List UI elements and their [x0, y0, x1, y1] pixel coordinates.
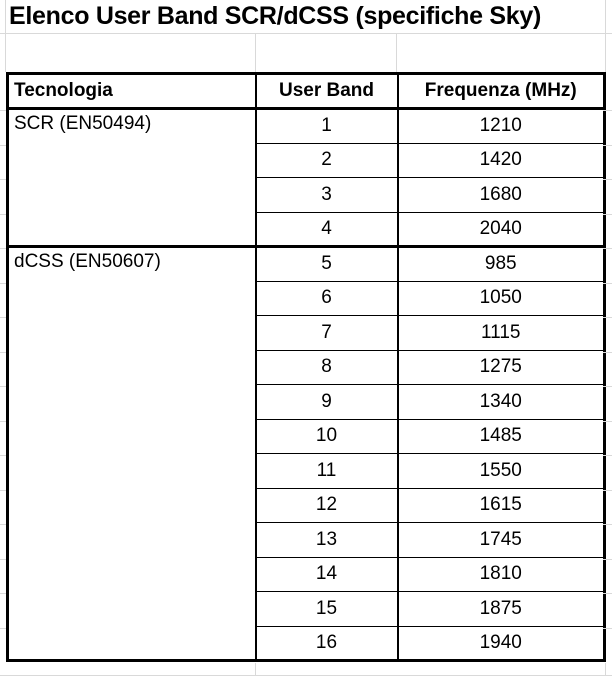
gridline [0, 627, 6, 629]
user-band-cell[interactable]: 10 [254, 418, 399, 454]
frequenza-cell[interactable]: 1745 [397, 522, 605, 558]
user-band-cell[interactable]: 12 [254, 487, 399, 523]
table-row: 9 1340 [8, 384, 605, 420]
table-row: 7 1115 [8, 315, 605, 351]
table-row: 15 1875 [8, 591, 605, 627]
gridline [603, 627, 612, 629]
user-band-cell[interactable]: 4 [254, 211, 399, 247]
frequenza-cell[interactable]: 1115 [397, 315, 605, 351]
page-title: Elenco User Band SCR/dCSS (specifiche Sk… [9, 2, 542, 30]
gridline [603, 144, 612, 146]
gridline [5, 0, 6, 72]
gridline [0, 420, 6, 422]
gridline [0, 558, 6, 560]
gridline [0, 213, 6, 215]
table-row: SCR (EN50494) 1 1210 [7, 108, 605, 247]
gridline [603, 593, 612, 594]
gridline [603, 524, 612, 525]
frequenza-cell[interactable]: 1210 [397, 108, 605, 144]
frequenza-cell[interactable]: 1275 [397, 349, 605, 385]
frequenza-cell[interactable]: 1875 [397, 591, 605, 627]
tecnologia-cell[interactable]: SCR (EN50494) [7, 108, 256, 247]
gridline [0, 317, 6, 318]
gridline [396, 33, 397, 72]
gridline [255, 33, 256, 72]
gridline [603, 351, 612, 353]
gridline [605, 663, 606, 676]
table-row: 8 1275 [8, 349, 605, 385]
gridline [0, 179, 6, 180]
gridline [0, 282, 6, 284]
frequenza-cell[interactable]: 1615 [397, 487, 605, 523]
frequenza-cell[interactable]: 2040 [397, 211, 605, 247]
frequenza-cell[interactable]: 1550 [397, 453, 605, 489]
table-row: 6 1050 [8, 280, 605, 316]
table-row: 16 1940 [8, 625, 605, 661]
table-row: 13 1745 [8, 522, 605, 558]
gridline [0, 351, 6, 353]
gridline [603, 110, 612, 111]
table-row: dCSS (EN50607) 5 985 [7, 245, 605, 661]
frequenza-cell[interactable]: 1485 [397, 418, 605, 454]
gridline [605, 0, 606, 72]
frequenza-cell[interactable]: 1420 [397, 142, 605, 178]
gridline [603, 489, 612, 491]
table-row: 4 2040 [8, 211, 605, 247]
gridline [603, 179, 612, 180]
gridline [0, 524, 6, 525]
gridline [603, 248, 612, 249]
gridline [603, 455, 612, 456]
frequenza-cell[interactable]: 1810 [397, 556, 605, 592]
table-row: 2 1420 [8, 142, 605, 178]
gridline [603, 558, 612, 560]
gridline [0, 593, 6, 594]
frequenza-cell[interactable]: 1340 [397, 384, 605, 420]
gridline [603, 386, 612, 387]
frequenza-cell[interactable]: 1050 [397, 280, 605, 316]
user-band-cell[interactable]: 15 [254, 591, 399, 627]
user-band-cell[interactable]: 3 [254, 177, 399, 213]
user-band-cell[interactable]: 2 [254, 142, 399, 178]
gridline [0, 33, 612, 34]
user-band-cell[interactable]: 8 [254, 349, 399, 385]
gridline [0, 386, 6, 387]
user-band-cell[interactable]: 16 [254, 625, 399, 661]
user-band-cell[interactable]: 9 [254, 384, 399, 420]
gridline [603, 317, 612, 318]
header-frequenza[interactable]: Frequenza (MHz) [397, 73, 605, 110]
gridline [0, 489, 6, 491]
header-user-band[interactable]: User Band [254, 73, 399, 110]
frequenza-cell[interactable]: 1680 [397, 177, 605, 213]
tecnologia-cell[interactable]: dCSS (EN50607) [7, 245, 256, 661]
user-band-cell[interactable]: 5 [254, 245, 399, 282]
table-row: 11 1550 [8, 453, 605, 489]
user-band-cell[interactable]: 6 [254, 280, 399, 316]
table-row: 12 1615 [8, 487, 605, 523]
gridline [0, 455, 6, 456]
table-row: 14 1810 [8, 556, 605, 592]
table-body: SCR (EN50494) 1 1210 2 1420 3 1680 4 2040 dCSS (E… [7, 108, 605, 661]
table-row: 10 1485 [8, 418, 605, 454]
gridline [0, 110, 6, 111]
header-tecnologia[interactable]: Tecnologia [7, 73, 256, 110]
user-band-cell[interactable]: 11 [254, 453, 399, 489]
gridline [0, 144, 6, 146]
user-band-cell[interactable]: 7 [254, 315, 399, 351]
gridline [0, 248, 6, 249]
gridline [255, 663, 256, 676]
user-band-cell[interactable]: 14 [254, 556, 399, 592]
user-band-table: Tecnologia User Band Frequenza (MHz) SCR… [6, 72, 606, 662]
gridline [603, 420, 612, 422]
header-row: Tecnologia User Band Frequenza (MHz) [7, 73, 605, 110]
user-band-cell[interactable]: 1 [254, 108, 399, 144]
frequenza-cell[interactable]: 985 [397, 245, 605, 282]
frequenza-cell[interactable]: 1940 [397, 625, 605, 661]
user-band-cell[interactable]: 13 [254, 522, 399, 558]
gridline [603, 213, 612, 215]
gridline [603, 282, 612, 284]
